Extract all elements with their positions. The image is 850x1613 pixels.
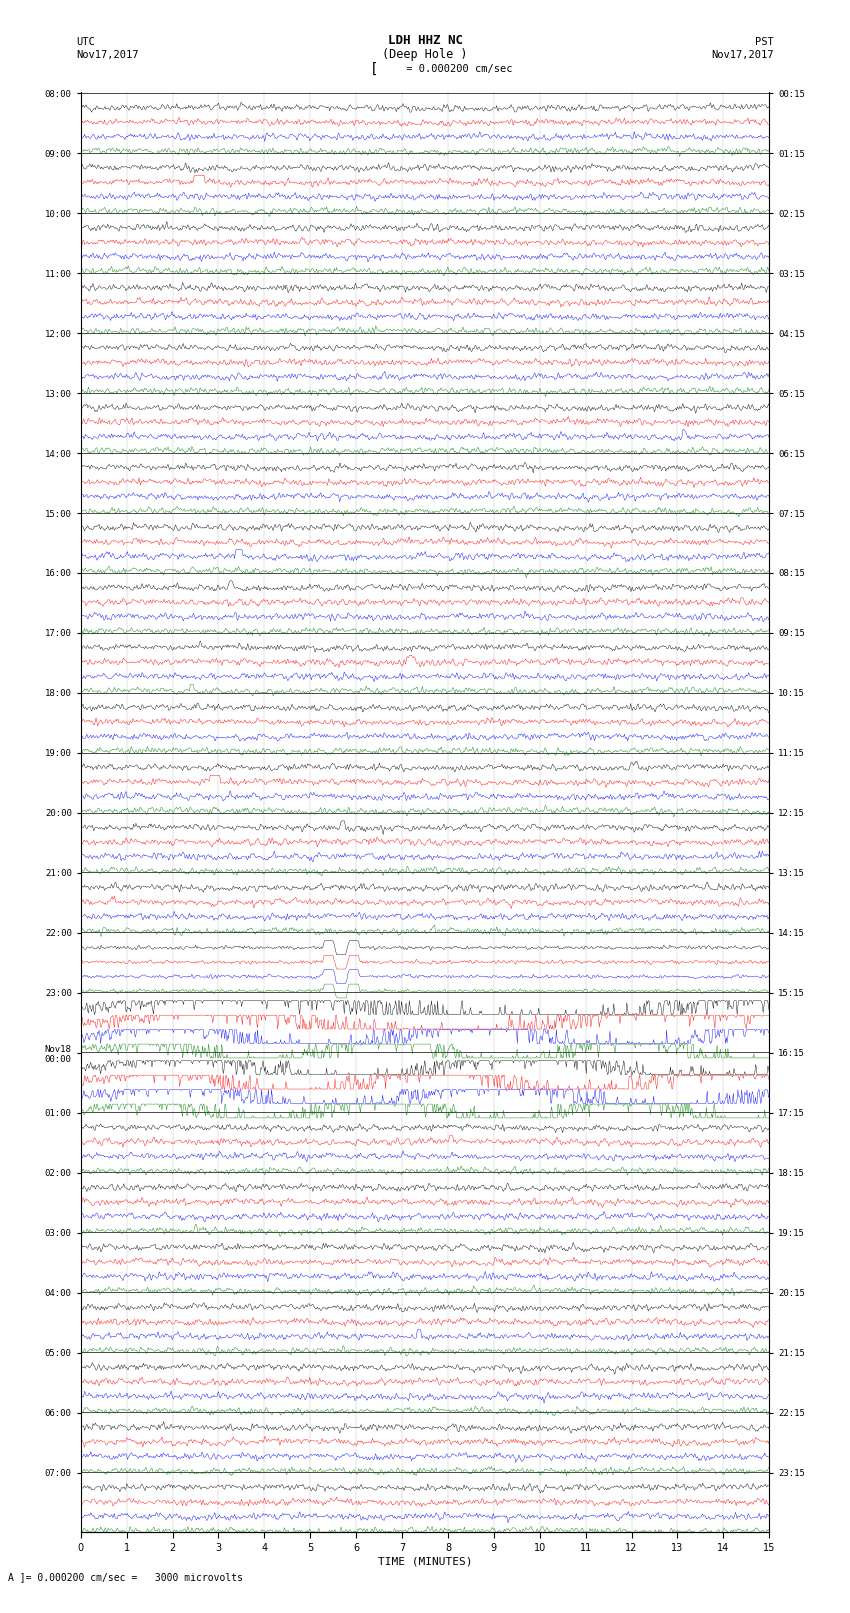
Text: UTC: UTC	[76, 37, 95, 47]
Text: LDH HHZ NC: LDH HHZ NC	[388, 34, 462, 47]
X-axis label: TIME (MINUTES): TIME (MINUTES)	[377, 1557, 473, 1566]
Text: Nov17,2017: Nov17,2017	[76, 50, 139, 60]
Text: (Deep Hole ): (Deep Hole )	[382, 48, 468, 61]
Text: = 0.000200 cm/sec: = 0.000200 cm/sec	[400, 65, 512, 74]
Text: A ]= 0.000200 cm/sec =   3000 microvolts: A ]= 0.000200 cm/sec = 3000 microvolts	[8, 1573, 243, 1582]
Text: PST: PST	[755, 37, 774, 47]
Text: Nov17,2017: Nov17,2017	[711, 50, 774, 60]
Text: [: [	[370, 63, 378, 76]
